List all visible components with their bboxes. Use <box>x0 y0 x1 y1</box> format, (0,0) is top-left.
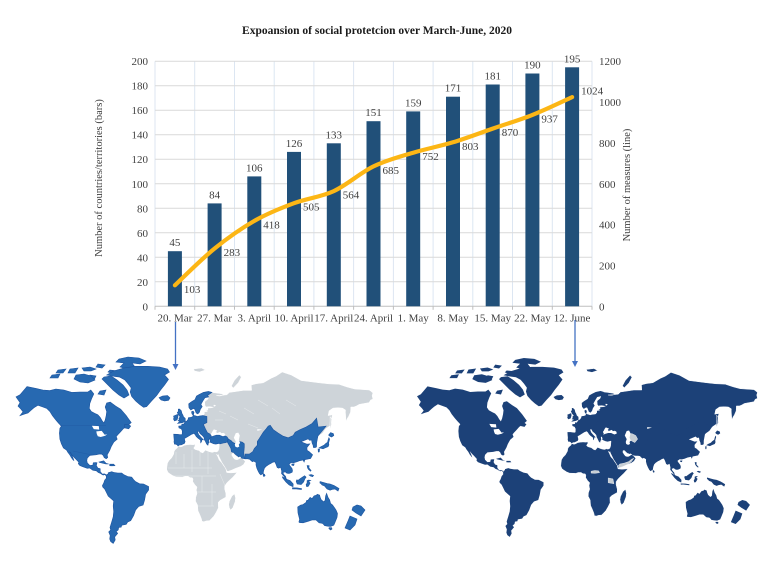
svg-text:564: 564 <box>343 190 360 202</box>
svg-text:870: 870 <box>502 127 519 139</box>
svg-text:1000: 1000 <box>599 97 622 109</box>
svg-text:22. May: 22. May <box>514 312 551 324</box>
svg-text:40: 40 <box>137 252 149 264</box>
svg-text:200: 200 <box>132 56 149 68</box>
svg-text:195: 195 <box>564 53 581 65</box>
svg-text:15. May: 15. May <box>474 312 511 324</box>
svg-text:3. April: 3. April <box>237 312 271 324</box>
svg-text:160: 160 <box>132 105 149 117</box>
svg-text:803: 803 <box>462 141 479 153</box>
svg-text:0: 0 <box>599 301 605 313</box>
svg-text:80: 80 <box>137 203 149 215</box>
svg-text:283: 283 <box>224 247 241 259</box>
svg-text:171: 171 <box>445 83 462 95</box>
svg-text:120: 120 <box>132 154 149 166</box>
svg-text:1024: 1024 <box>581 86 604 98</box>
svg-text:180: 180 <box>132 81 149 93</box>
svg-text:752: 752 <box>422 151 439 163</box>
svg-text:8. May: 8. May <box>437 312 469 324</box>
svg-text:Number of countries/territorie: Number of countries/territories (bars) <box>94 99 105 257</box>
svg-text:1. May: 1. May <box>398 312 430 324</box>
svg-text:159: 159 <box>405 97 422 109</box>
svg-text:12. June: 12. June <box>554 312 591 324</box>
svg-text:60: 60 <box>137 228 149 240</box>
svg-text:106: 106 <box>246 162 263 174</box>
svg-text:0: 0 <box>143 301 149 313</box>
svg-text:Number of measures (line): Number of measures (line) <box>622 128 633 241</box>
svg-text:20: 20 <box>137 277 149 289</box>
svg-text:505: 505 <box>303 202 320 214</box>
svg-text:24. April: 24. April <box>354 312 393 324</box>
svg-text:181: 181 <box>484 71 501 83</box>
svg-text:126: 126 <box>286 138 303 150</box>
svg-text:84: 84 <box>209 189 221 201</box>
svg-text:133: 133 <box>326 129 343 141</box>
svg-text:10. April: 10. April <box>274 312 313 324</box>
svg-text:151: 151 <box>365 107 382 119</box>
svg-text:685: 685 <box>383 165 400 177</box>
svg-text:100: 100 <box>132 179 149 191</box>
svg-text:418: 418 <box>263 219 280 231</box>
svg-text:17. April: 17. April <box>314 312 353 324</box>
svg-text:Expoansion of social protetcio: Expoansion of social protetcion over Mar… <box>242 25 512 37</box>
svg-text:800: 800 <box>599 138 616 150</box>
svg-text:1200: 1200 <box>599 56 622 68</box>
svg-text:103: 103 <box>184 284 201 296</box>
svg-text:27. Mar: 27. Mar <box>197 312 232 324</box>
svg-text:600: 600 <box>599 179 616 191</box>
svg-text:190: 190 <box>524 60 541 72</box>
svg-text:200: 200 <box>599 260 616 272</box>
svg-text:20. Mar: 20. Mar <box>157 312 192 324</box>
svg-text:140: 140 <box>132 130 149 142</box>
svg-text:400: 400 <box>599 220 616 232</box>
svg-text:45: 45 <box>169 237 181 249</box>
svg-text:937: 937 <box>541 113 558 125</box>
